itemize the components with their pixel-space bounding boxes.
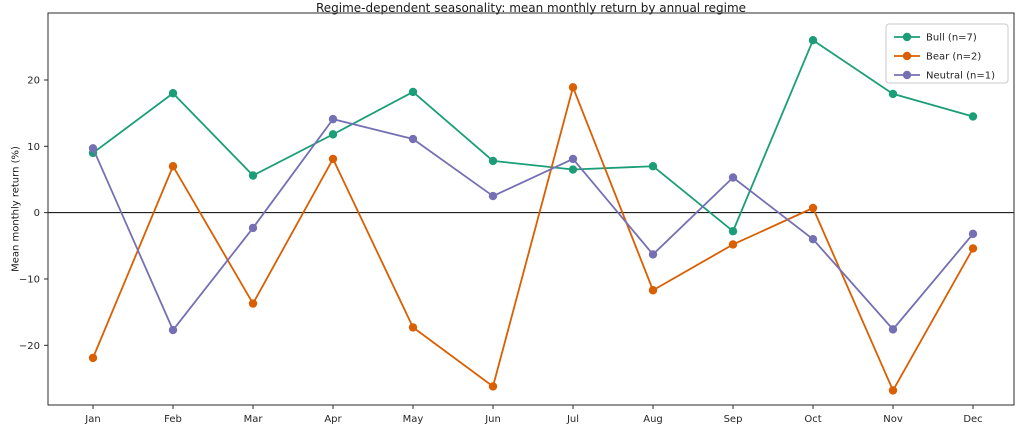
x-tick-label: Oct	[804, 414, 821, 425]
x-tick-label: May	[403, 414, 424, 425]
data-point-neutral	[168, 325, 178, 335]
legend-marker-dot	[902, 70, 912, 80]
legend-label: Bear (n=2)	[926, 52, 981, 63]
x-tick-label: Nov	[883, 414, 903, 425]
data-point-neutral	[488, 191, 498, 201]
data-point-bear	[408, 323, 418, 332]
x-tick-label: Sep	[724, 414, 743, 425]
data-point-bear	[728, 240, 738, 249]
data-point-bear	[248, 299, 258, 308]
data-point-neutral	[88, 144, 98, 153]
data-point-bear	[328, 154, 338, 164]
y-tick-label: −20	[19, 341, 40, 352]
data-point-bull	[488, 156, 498, 166]
data-point-neutral	[328, 114, 338, 124]
x-tick-label: Feb	[164, 414, 182, 425]
data-point-neutral	[408, 134, 418, 144]
series-line-bull	[92, 39, 974, 233]
data-point-bear	[808, 203, 818, 213]
x-tick-label: Mar	[244, 414, 264, 425]
y-tick-label: 0	[34, 208, 40, 219]
data-point-neutral	[808, 234, 818, 244]
legend-box	[885, 23, 1009, 84]
data-point-neutral	[648, 250, 658, 259]
data-point-bull	[568, 165, 578, 174]
series-line-neutral	[92, 118, 974, 331]
legend-marker-dot	[902, 51, 912, 61]
data-point-bear	[168, 162, 178, 171]
data-point-neutral	[568, 154, 578, 164]
data-point-bear	[888, 386, 898, 395]
data-point-bear	[568, 83, 578, 92]
data-point-bear	[648, 286, 658, 295]
series-line-bear	[92, 86, 974, 392]
data-point-neutral	[888, 325, 898, 334]
x-tick-label: Jan	[84, 414, 100, 425]
data-point-bull	[888, 89, 898, 99]
data-point-bull	[328, 130, 338, 139]
data-point-neutral	[248, 223, 258, 233]
axes-spines	[47, 12, 1015, 406]
y-tick-label: 10	[27, 142, 40, 153]
data-point-bull	[968, 112, 978, 121]
data-point-bull	[648, 162, 658, 171]
data-point-bull	[168, 89, 178, 98]
chart-title: Regime-dependent seasonality: mean month…	[315, 1, 747, 15]
data-point-bull	[408, 87, 418, 97]
x-tick-label: Apr	[324, 414, 342, 425]
legend-label: Bull (n=7)	[926, 33, 977, 44]
x-tick-label: Jul	[566, 414, 579, 425]
legend-label: Neutral (n=1)	[926, 71, 995, 82]
data-point-bear	[968, 244, 978, 253]
data-point-neutral	[968, 229, 978, 239]
data-point-bull	[728, 227, 738, 236]
y-tick-label: −10	[19, 274, 40, 285]
data-point-bear	[488, 382, 498, 391]
data-point-bear	[88, 353, 98, 363]
data-point-bull	[248, 171, 258, 180]
y-tick-label: 20	[27, 75, 40, 86]
legend-marker-dot	[902, 32, 912, 42]
x-tick-label: Jun	[484, 414, 501, 425]
data-point-bull	[808, 35, 818, 45]
data-point-neutral	[728, 173, 738, 182]
x-tick-label: Dec	[963, 414, 982, 425]
x-tick-label: Aug	[643, 414, 663, 425]
